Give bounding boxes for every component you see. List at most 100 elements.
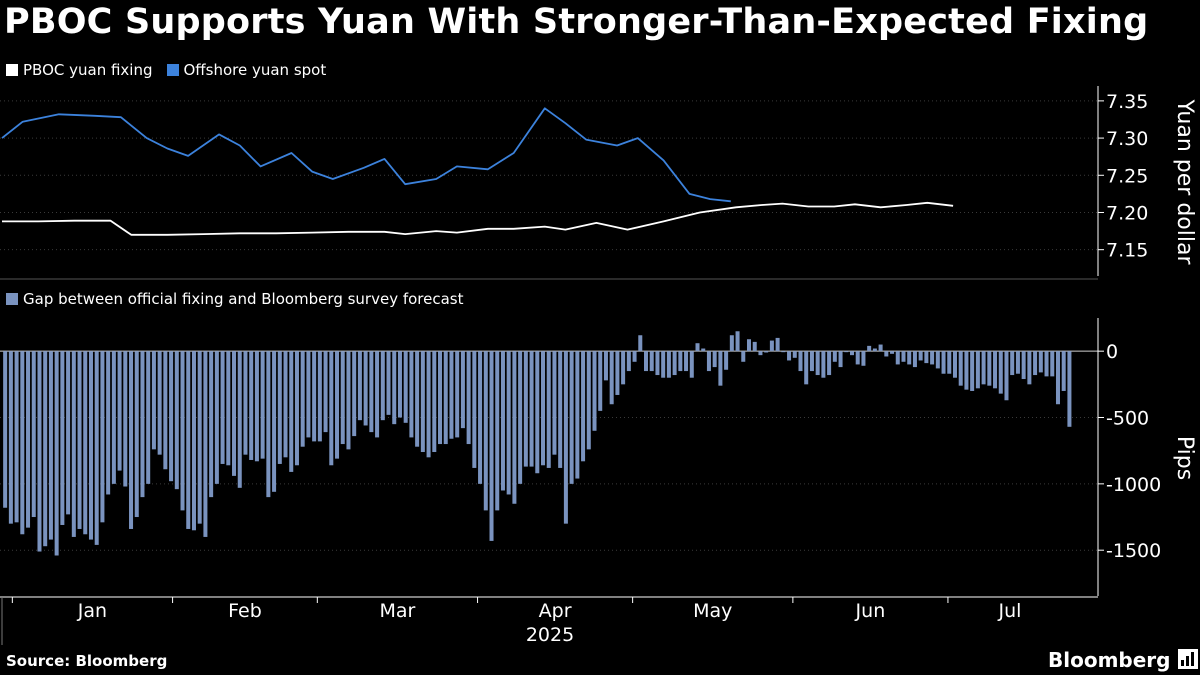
gap-bar	[615, 351, 620, 395]
gap-bar	[998, 351, 1003, 394]
gap-bar	[609, 351, 614, 405]
gap-bar	[478, 351, 483, 484]
gap-bar	[432, 351, 437, 453]
gap-bar	[37, 351, 42, 552]
fixing-line	[2, 201, 954, 236]
spot-line	[1, 107, 731, 203]
gap-bar	[54, 351, 59, 556]
gap-bar	[214, 351, 219, 484]
gap-bar	[1033, 351, 1038, 376]
gap-bar	[947, 351, 952, 374]
gap-bar	[586, 351, 591, 450]
gap-bar	[340, 351, 345, 445]
top-chart-grid	[0, 100, 1098, 251]
bottom-y-tick-label: -500	[1106, 408, 1149, 430]
gap-bar	[706, 351, 711, 372]
gap-bar	[277, 351, 282, 464]
gap-bar	[1038, 351, 1043, 373]
gap-bar	[415, 351, 420, 447]
gap-bar	[20, 351, 25, 535]
top-y-tick-label: 7.35	[1106, 91, 1148, 113]
gap-bar	[129, 351, 134, 529]
gap-bar	[907, 351, 912, 365]
gap-bar	[924, 351, 929, 364]
gap-bar	[746, 339, 751, 352]
gap-bar	[77, 351, 82, 529]
x-year-label: 2025	[526, 624, 574, 646]
top-y-tick-label: 7.25	[1106, 165, 1148, 187]
x-axis: Jan Feb Mar Apr May Jun Jul 2025	[0, 596, 1098, 646]
bloomberg-terminal-icon	[1178, 649, 1198, 669]
gap-bar	[495, 351, 500, 511]
gap-bar	[781, 351, 786, 353]
gap-bar	[300, 351, 305, 447]
gap-bar	[1015, 351, 1020, 374]
gap-bar	[684, 351, 689, 372]
gap-bar	[243, 351, 248, 455]
gap-bar	[489, 351, 494, 541]
gap-bar	[403, 351, 408, 423]
gap-bar	[272, 351, 277, 492]
gap-bar	[855, 351, 860, 365]
gap-bar	[764, 351, 769, 353]
gap-bar	[506, 351, 511, 495]
gap-bar	[174, 351, 179, 490]
gap-bar	[718, 351, 723, 386]
gap-bar	[735, 331, 740, 352]
top-chart-legend: PBOC yuan fixing Offshore yuan spot	[6, 61, 340, 79]
gap-bar	[111, 351, 116, 484]
gap-bar	[386, 351, 391, 415]
gap-bar	[249, 351, 254, 460]
gap-bar	[952, 351, 957, 378]
gap-bar	[844, 351, 849, 353]
gap-bar	[455, 351, 460, 438]
gap-bar	[312, 351, 317, 442]
gap-bar	[3, 351, 8, 508]
legend-swatch-gap	[6, 293, 18, 305]
gap-bar	[672, 351, 677, 376]
gap-bar	[197, 351, 202, 524]
gap-bar	[689, 351, 694, 378]
gap-bar	[426, 351, 431, 458]
gap-bar	[1027, 351, 1032, 385]
legend-swatch-fixing	[6, 64, 18, 76]
gap-bar	[701, 348, 706, 352]
gap-bar	[695, 343, 700, 352]
x-tick-label: May	[693, 600, 732, 622]
gap-bar	[180, 351, 185, 511]
gap-bar	[867, 345, 872, 352]
x-tick-label: Apr	[539, 600, 572, 622]
bottom-y-tick-label: -1500	[1106, 540, 1161, 562]
gap-bar	[712, 351, 717, 368]
gap-bar	[209, 351, 214, 498]
bottom-y-tick-label: 0	[1106, 341, 1118, 363]
gap-bar	[266, 351, 271, 498]
gap-bar	[935, 351, 940, 369]
gap-bar	[970, 351, 975, 391]
gap-bar	[644, 351, 649, 372]
gap-bar	[626, 351, 631, 372]
gap-bar	[335, 351, 340, 459]
gap-bar	[163, 351, 168, 470]
gap-bar	[466, 351, 471, 445]
gap-bar	[306, 351, 311, 438]
gap-bar	[752, 341, 757, 352]
gap-bar	[106, 351, 111, 495]
gap-bar	[552, 351, 557, 455]
gap-bar	[775, 337, 780, 352]
gap-bar	[31, 351, 36, 518]
gap-bar	[369, 351, 374, 433]
top-chart-y-axis-label: Yuan per dollar	[1172, 99, 1197, 266]
gap-bar	[254, 351, 259, 462]
gap-bar	[901, 351, 906, 362]
bottom-chart-y-axis: -1500 -1000 -500 0	[1097, 318, 1161, 596]
x-tick-label: Jan	[77, 600, 107, 622]
gap-bar	[535, 351, 540, 474]
gap-bar	[500, 351, 505, 491]
gap-bar	[912, 351, 917, 368]
gap-bar	[890, 351, 895, 354]
gap-bar	[294, 351, 299, 466]
x-tick-label: Feb	[228, 600, 262, 622]
gap-bar	[649, 351, 654, 372]
gap-bar	[220, 351, 225, 464]
